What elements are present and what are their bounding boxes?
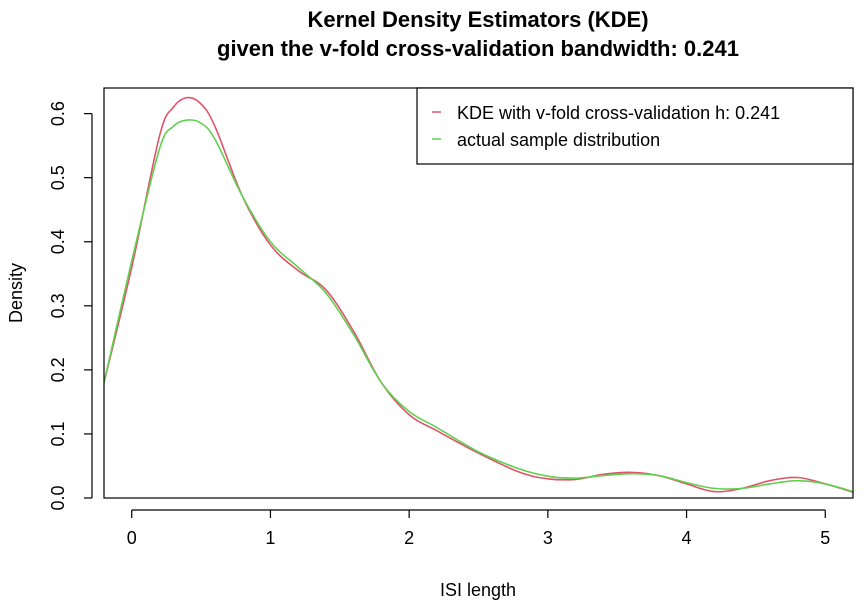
legend-entry-actual: actual sample distribution: [457, 130, 660, 150]
x-axis: 0 1 2 3 4 5: [127, 509, 830, 548]
y-axis-label: Density: [6, 263, 26, 323]
y-tick-label: 0.5: [48, 165, 68, 190]
y-tick-label: 0.4: [48, 229, 68, 254]
x-axis-label: ISI length: [440, 580, 516, 600]
x-tick-label: 0: [127, 528, 137, 548]
legend-entry-kde: KDE with v-fold cross-validation h: 0.24…: [457, 103, 780, 123]
x-tick-label: 3: [543, 528, 553, 548]
y-tick-label: 0.1: [48, 421, 68, 446]
x-tick-label: 4: [682, 528, 692, 548]
y-tick-label: 0.0: [48, 485, 68, 510]
x-tick-label: 1: [265, 528, 275, 548]
chart-title: Kernel Density Estimators (KDE): [307, 7, 648, 32]
x-tick-label: 5: [820, 528, 830, 548]
series-line-actual: [104, 119, 853, 493]
chart-subtitle: given the v-fold cross-validation bandwi…: [217, 36, 739, 61]
y-axis: 0.0 0.1 0.2 0.3 0.4 0.5 0.6: [48, 101, 93, 511]
legend: KDE with v-fold cross-validation h: 0.24…: [416, 87, 854, 165]
legend-box: [416, 87, 854, 165]
y-tick-label: 0.6: [48, 101, 68, 126]
y-tick-label: 0.2: [48, 357, 68, 382]
series-line-kde: [104, 96, 853, 493]
y-tick-label: 0.3: [48, 293, 68, 318]
x-tick-label: 2: [404, 528, 414, 548]
